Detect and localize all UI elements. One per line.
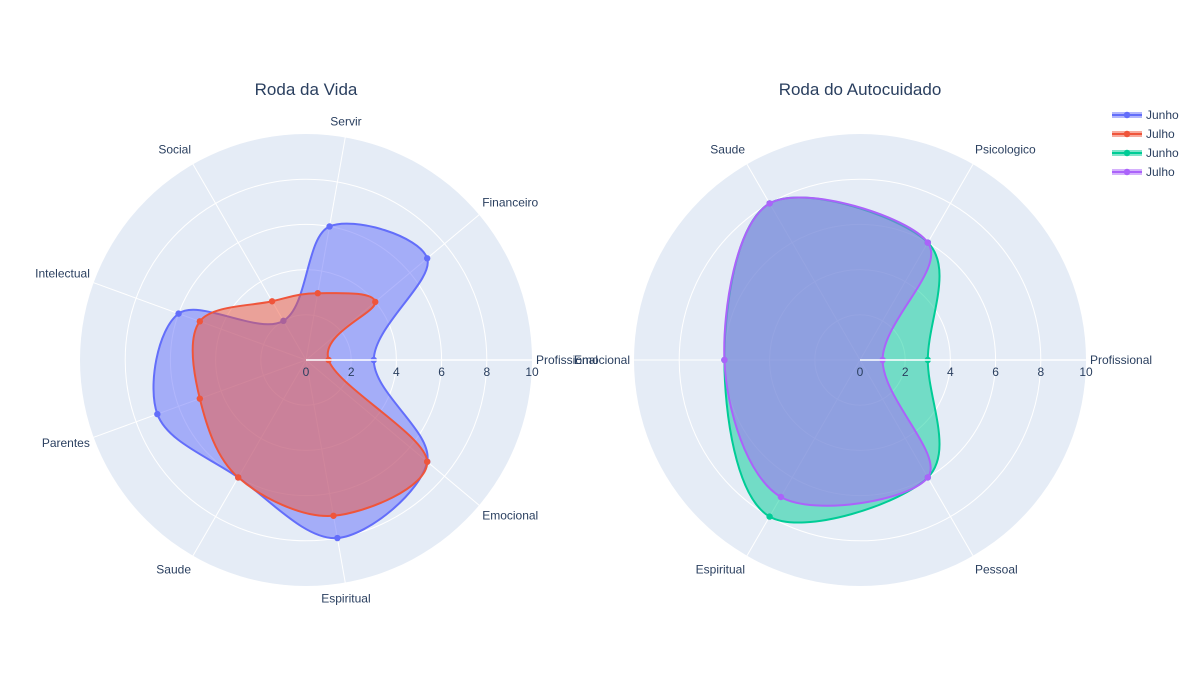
angular-label-espiritual: Espiritual [321, 591, 370, 605]
series-area-julho [724, 197, 932, 506]
legend-swatch-marker [1123, 168, 1131, 176]
legend-swatch-marker [1123, 149, 1131, 157]
data-point-junho-servir [326, 223, 333, 230]
angular-label-intelectual: Intelectual [35, 266, 90, 280]
legend-label: Junho [1146, 146, 1179, 160]
legend: Junho Julho Junho Julho [1112, 108, 1179, 179]
radial-tick-label: 10 [525, 365, 539, 379]
angular-label-emocional: Emocional [574, 353, 630, 367]
legend-item-julho-2: Julho [1112, 127, 1175, 141]
legend-item-junho-3: Junho [1112, 146, 1179, 160]
data-point-julho-saude [235, 474, 242, 481]
legend-item-julho-4: Julho [1112, 165, 1175, 179]
data-point-julho-espiritual [777, 493, 785, 501]
data-point-julho-espiritual [330, 512, 337, 519]
radial-tick-label: 2 [348, 365, 355, 379]
angular-label-emocional: Emocional [482, 509, 538, 523]
data-point-junho-intelectual [175, 310, 182, 317]
radial-tick-label: 4 [393, 365, 400, 379]
data-point-julho-parentes [196, 395, 204, 402]
angular-label-saude: Saude [156, 563, 191, 577]
radial-tick-label: 8 [483, 365, 490, 379]
data-point-julho-servir [314, 290, 321, 297]
radial-tick-label: 2 [902, 365, 909, 379]
radial-tick-label: 8 [1037, 365, 1044, 379]
series-line-julho [191, 292, 429, 517]
angular-label-servir: Servir [330, 115, 361, 129]
chart-title: Roda do Autocuidado [779, 80, 942, 99]
angular-label-parentes: Parentes [42, 436, 90, 450]
radial-tick-label: 0 [857, 365, 864, 379]
series-area-julho [192, 293, 428, 517]
legend-label: Julho [1146, 165, 1175, 179]
data-point-julho-intelectual [196, 318, 204, 325]
radial-tick-label: 0 [303, 365, 310, 379]
data-point-junho-financeiro [423, 255, 431, 262]
radial-tick-label: 6 [438, 365, 445, 379]
angular-label-profissional: Profissional [536, 353, 598, 367]
data-point-julho-pessoal [924, 474, 931, 481]
data-point-junho-espiritual [334, 534, 341, 542]
data-point-junho-espiritual [766, 513, 773, 520]
angular-label-psicologico: Psicologico [975, 143, 1036, 157]
legend-item-junho-1: Junho [1112, 108, 1179, 122]
radial-tick-label: 10 [1079, 365, 1093, 379]
legend-swatch-marker [1123, 130, 1131, 138]
angular-label-saude: Saude [710, 143, 745, 157]
angular-label-pessoal: Pessoal [975, 563, 1018, 577]
radial-tick-label: 6 [992, 365, 999, 379]
data-point-julho-emocional [721, 356, 728, 364]
chart-title: Roda da Vida [255, 80, 358, 99]
data-point-julho-financeiro [372, 298, 379, 306]
data-point-julho-saude [766, 200, 773, 207]
angular-label-financeiro: Financeiro [482, 195, 538, 209]
data-point-julho-social [268, 298, 276, 305]
data-point-junho-parentes [154, 410, 161, 418]
series-line-junho [152, 222, 429, 540]
angular-label-profissional: Profissional [1090, 353, 1152, 367]
legend-swatch-marker [1123, 111, 1131, 119]
legend-label: Junho [1146, 108, 1179, 122]
radial-tick-label: 4 [947, 365, 954, 379]
legend-label: Julho [1146, 127, 1175, 141]
angular-label-espiritual: Espiritual [696, 563, 745, 577]
angular-label-social: Social [158, 143, 191, 157]
data-point-julho-emocional [423, 458, 431, 465]
data-point-julho-psicologico [924, 239, 931, 246]
